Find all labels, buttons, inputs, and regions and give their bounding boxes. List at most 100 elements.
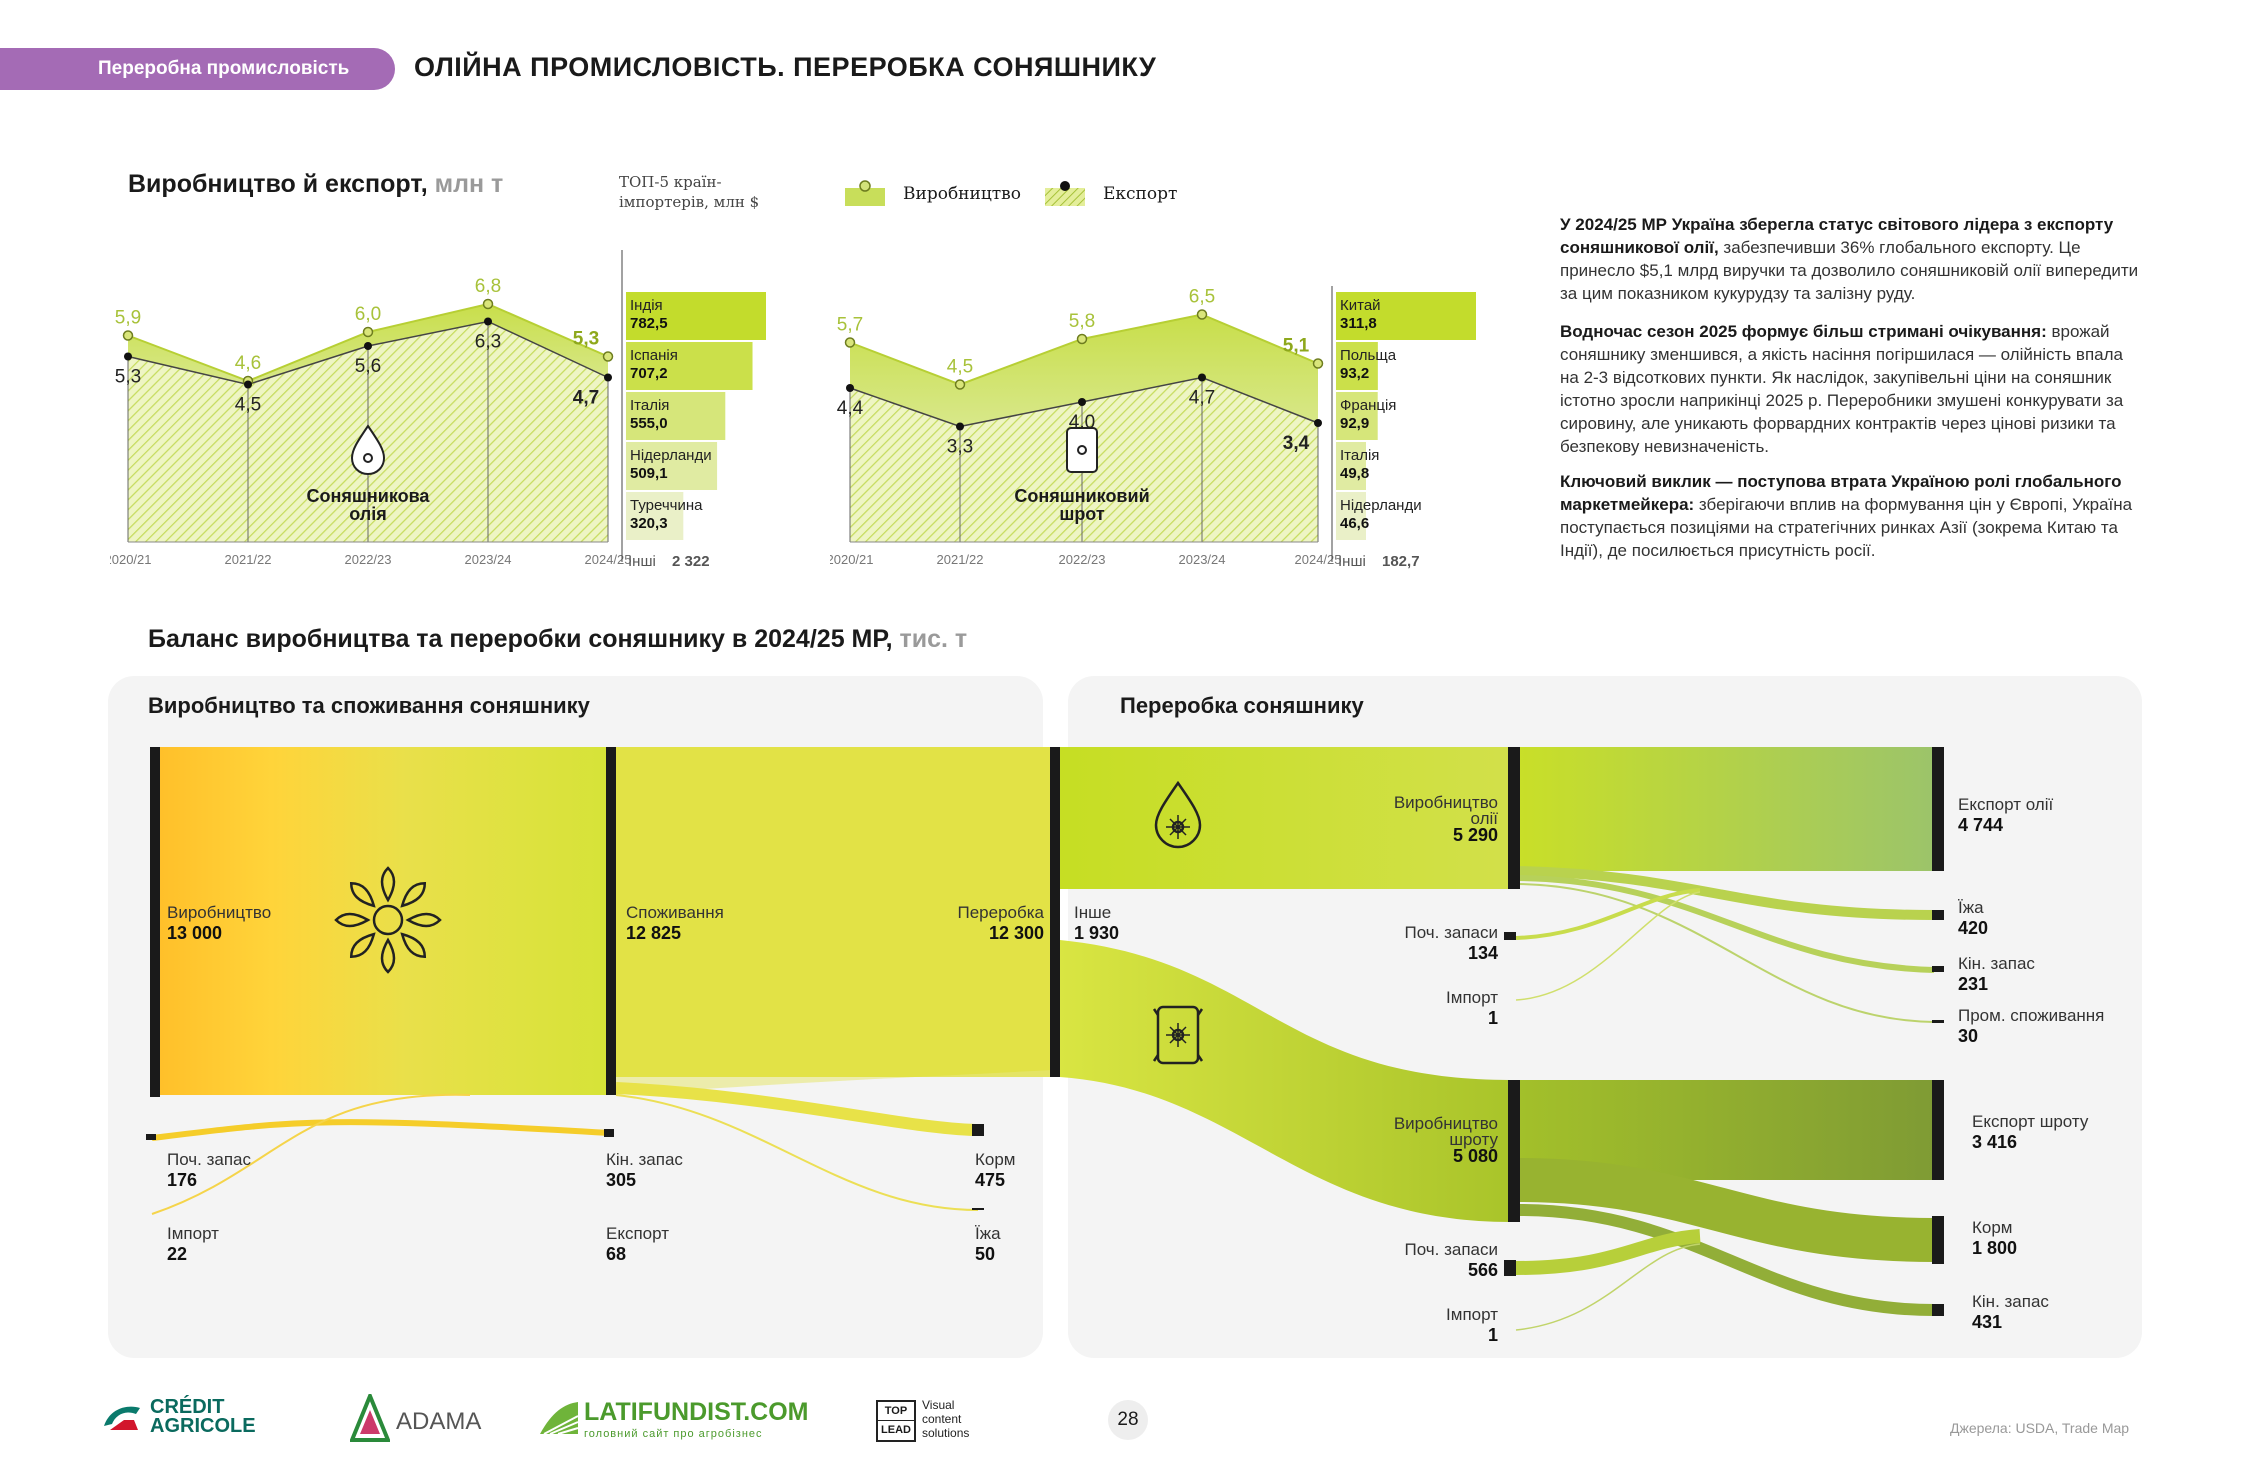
label-feed: Корм 475 bbox=[975, 1150, 1016, 1190]
top5-bar bbox=[626, 442, 718, 490]
top5-country: Іспанія bbox=[630, 347, 678, 364]
label-oil-import: Імпорт 1 bbox=[1446, 988, 1498, 1028]
sources: Джерела: USDA, Trade Map bbox=[1950, 1420, 2130, 1436]
top5-country: Італія bbox=[630, 397, 669, 414]
export-value-label: 3,4 bbox=[1283, 433, 1310, 454]
flow-feed bbox=[615, 1082, 977, 1136]
node-meal-end-stock bbox=[1932, 1304, 1944, 1316]
top5-country: Індія bbox=[630, 297, 663, 314]
top5-country: Італія bbox=[1340, 447, 1379, 464]
top5-value: 311,8 bbox=[1340, 315, 1377, 332]
meal-chart: 5,74,42020/214,53,32021/225,84,02022/236… bbox=[830, 286, 1476, 570]
top5-value: 92,9 bbox=[1340, 415, 1369, 432]
label-meal-export: Експорт шроту 3 416 bbox=[1972, 1112, 2089, 1152]
node-oil-end-stock bbox=[1932, 966, 1944, 972]
top5-country: Нідерланди bbox=[630, 447, 712, 464]
left-panel-title: Виробництво та споживання соняшнику bbox=[148, 693, 590, 718]
top5-value: 93,2 bbox=[1340, 365, 1369, 382]
flow-meal bbox=[1060, 940, 1510, 1222]
production-point bbox=[362, 326, 374, 338]
year-tick-label: 2020/21 bbox=[110, 552, 152, 567]
paragraph-1: У 2024/25 МР Україна зберегла статус сві… bbox=[1560, 215, 2139, 303]
top5-value: 782,5 bbox=[630, 315, 668, 332]
year-tick-label: 2022/23 bbox=[345, 552, 392, 567]
toplead-logo: TOP LEAD bbox=[876, 1400, 916, 1442]
top5-country: Нідерланди bbox=[1340, 497, 1422, 514]
export-value-label: 4,4 bbox=[837, 398, 864, 419]
chart-product-label: Соняшниковий bbox=[1014, 486, 1149, 506]
chart-product-label: олія bbox=[349, 504, 387, 524]
top5-country: Польща bbox=[1340, 347, 1397, 364]
production-value-label: 4,5 bbox=[947, 357, 973, 378]
label-processing: Переробка 12 300 bbox=[957, 903, 1045, 943]
flow-oil-export bbox=[1518, 747, 1934, 871]
top5-country: Туреччина bbox=[630, 497, 703, 514]
production-value-label: 5,1 bbox=[1283, 336, 1310, 357]
label-oil-production: Виробництво олії 5 290 bbox=[1393, 793, 1498, 845]
top5-others-label: Інші bbox=[628, 553, 656, 570]
export-value-label: 5,6 bbox=[355, 356, 381, 377]
production-value-label: 6,8 bbox=[475, 276, 501, 297]
production-value-label: 6,5 bbox=[1189, 287, 1215, 308]
node-food bbox=[972, 1208, 984, 1210]
production-value-label: 5,9 bbox=[115, 308, 141, 329]
label-end-stock: Кін. запас 305 bbox=[606, 1150, 683, 1190]
node-feed bbox=[972, 1124, 984, 1136]
production-value-label: 5,7 bbox=[837, 315, 863, 336]
label-oil-export: Експорт олії 4 744 bbox=[1958, 795, 2054, 835]
node-oil-export bbox=[1932, 747, 1944, 871]
year-tick-label: 2022/23 bbox=[1059, 552, 1106, 567]
node-beg-stock bbox=[146, 1134, 156, 1140]
flow-oil bbox=[1060, 747, 1510, 889]
top5-bar bbox=[1336, 392, 1378, 440]
toplead-text: Visual content solutions bbox=[922, 1398, 970, 1440]
year-tick-label: 2024/25 bbox=[1295, 552, 1342, 567]
sun-icon bbox=[334, 866, 442, 974]
production-point bbox=[954, 379, 966, 390]
node-consumption bbox=[606, 747, 616, 1095]
top5-bar bbox=[1336, 292, 1476, 340]
label-meal-import: Імпорт 1 bbox=[1446, 1305, 1498, 1345]
top5-value: 46,6 bbox=[1340, 515, 1369, 532]
flow-import bbox=[151, 1093, 471, 1215]
flow-food bbox=[615, 1094, 979, 1211]
year-tick-label: 2023/24 bbox=[1179, 552, 1226, 567]
export-point bbox=[484, 317, 492, 326]
export-point bbox=[1314, 419, 1322, 427]
legend-production-label: Виробництво bbox=[903, 184, 1021, 204]
oil-drop-icon bbox=[350, 424, 386, 476]
label-beg-stock: Поч. запас 176 bbox=[167, 1150, 252, 1190]
node-meal-feed bbox=[1932, 1216, 1944, 1264]
top5-bar bbox=[1336, 492, 1366, 540]
oil-chart: 5,9 5,3 2020/21 4,6 4,5 2021/22 6,0 5,6 2022/23 6… bbox=[110, 250, 766, 570]
top5-value: 555,0 bbox=[630, 415, 668, 432]
label-oil-end-stock: Кін. запас 231 bbox=[1958, 954, 2035, 994]
node-meal-export bbox=[1932, 1080, 1944, 1180]
node-oil-beg-stock bbox=[1504, 932, 1516, 940]
adama-logo: ADAMA bbox=[396, 1408, 482, 1435]
label-food: Їжа 50 bbox=[975, 1224, 1001, 1264]
label-production: Виробництво 13 000 bbox=[167, 903, 272, 943]
export-value-label: 6,3 bbox=[475, 332, 501, 353]
top5-country: Франція bbox=[1340, 397, 1396, 414]
label-meal-beg-stock: Поч. запаси 566 bbox=[1404, 1240, 1498, 1280]
flow-consumption-processing bbox=[616, 747, 1052, 1077]
legend-export-swatch bbox=[1045, 181, 1085, 206]
label-consumption: Споживання 12 825 bbox=[626, 903, 724, 943]
top5-value: 509,1 bbox=[630, 465, 668, 482]
node-processing bbox=[1050, 747, 1060, 1077]
legend-export-label: Експорт bbox=[1103, 184, 1178, 204]
export-point bbox=[604, 373, 612, 382]
legend-production-swatch bbox=[845, 180, 885, 206]
top5-value: 49,8 bbox=[1340, 465, 1369, 482]
year-tick-label: 2023/24 bbox=[465, 552, 512, 567]
production-value-label: 5,3 bbox=[573, 329, 599, 350]
year-tick-label: 2024/25 bbox=[585, 552, 632, 567]
flow-meal-end-stock bbox=[1517, 1204, 1935, 1316]
year-tick-label: 2020/21 bbox=[830, 552, 874, 567]
label-oil-industrial: Пром. споживання 30 bbox=[1958, 1006, 2105, 1046]
balance-title: Баланс виробництва та переробки соняшник… bbox=[148, 625, 968, 653]
node-end-stock bbox=[604, 1129, 614, 1137]
production-title: Виробництво й експорт, млн т bbox=[128, 170, 504, 198]
